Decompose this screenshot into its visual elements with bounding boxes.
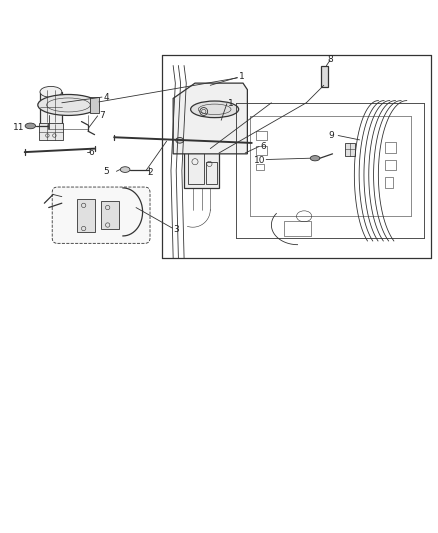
Bar	[256, 164, 264, 171]
Text: 2: 2	[147, 168, 152, 177]
Bar	[90, 97, 99, 113]
Ellipse shape	[310, 156, 320, 161]
Bar	[385, 159, 396, 171]
Text: 10: 10	[254, 156, 265, 165]
Ellipse shape	[120, 167, 130, 172]
Bar	[77, 199, 95, 231]
FancyBboxPatch shape	[52, 187, 150, 244]
Ellipse shape	[25, 123, 35, 129]
Text: 1: 1	[228, 99, 233, 108]
Text: 3: 3	[173, 225, 179, 234]
Text: 6: 6	[88, 148, 94, 157]
Text: 4: 4	[103, 93, 109, 102]
Bar	[206, 161, 217, 183]
Bar	[256, 131, 267, 140]
Text: 5: 5	[103, 167, 109, 176]
Bar	[385, 177, 393, 188]
Ellipse shape	[38, 94, 99, 116]
Bar	[188, 153, 204, 183]
Bar	[101, 201, 119, 229]
Bar	[321, 66, 328, 87]
Text: 9: 9	[328, 131, 334, 140]
Ellipse shape	[191, 101, 239, 118]
Polygon shape	[173, 83, 247, 154]
Bar	[345, 142, 355, 156]
Text: 7: 7	[99, 111, 105, 120]
Text: 8: 8	[327, 54, 333, 63]
Text: 6: 6	[261, 142, 266, 151]
Text: 11: 11	[13, 123, 25, 132]
Bar	[256, 147, 267, 155]
Ellipse shape	[40, 86, 62, 98]
Text: 1: 1	[239, 72, 244, 81]
Bar	[285, 221, 311, 236]
Bar	[39, 123, 63, 140]
Ellipse shape	[176, 138, 184, 143]
Bar	[385, 142, 396, 153]
Bar	[184, 149, 219, 188]
Bar	[40, 92, 62, 125]
